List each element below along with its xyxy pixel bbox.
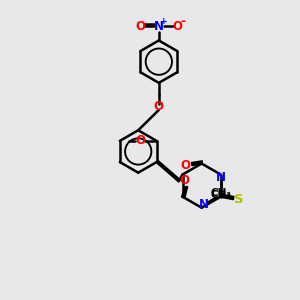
Text: CH₃: CH₃ [210,190,231,200]
Text: +: + [160,16,168,26]
Text: CH₃: CH₃ [210,188,231,198]
Text: O: O [136,20,146,33]
Text: O: O [172,20,182,33]
Text: O: O [135,134,145,147]
Text: N: N [154,20,164,33]
Text: -: - [180,14,185,28]
Text: S: S [234,193,243,206]
Text: N: N [216,171,226,184]
Text: O: O [154,100,164,113]
Text: O: O [180,174,190,187]
Text: N: N [199,198,209,211]
Text: O: O [181,158,191,172]
